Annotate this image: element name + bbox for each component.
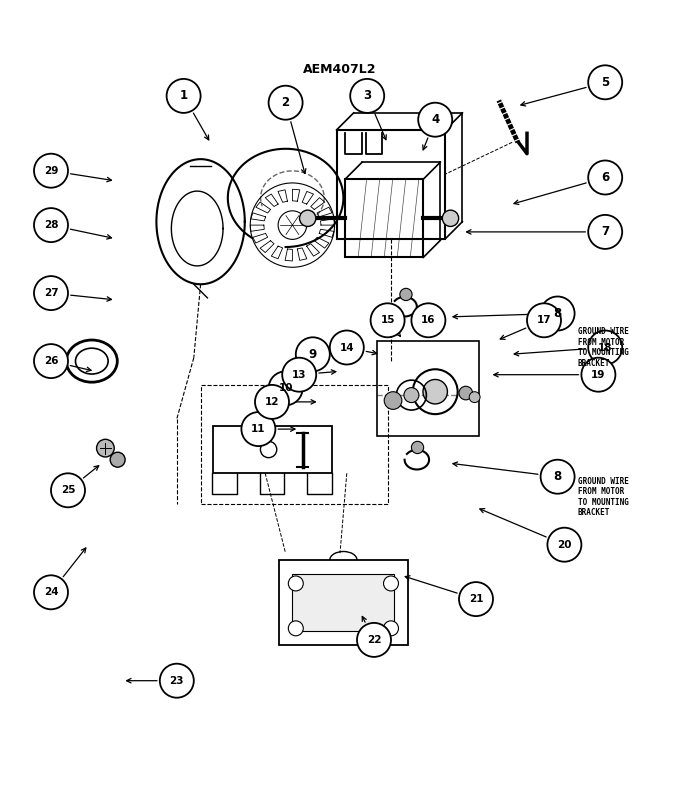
Circle shape <box>296 337 330 371</box>
Text: 1: 1 <box>180 89 188 102</box>
Circle shape <box>34 344 68 378</box>
Text: 5: 5 <box>601 76 609 88</box>
Text: GROUND WIRE
FROM MOTOR
TO MOUNTING
BRACKET: GROUND WIRE FROM MOTOR TO MOUNTING BRACK… <box>578 477 629 517</box>
Circle shape <box>581 358 615 391</box>
Circle shape <box>255 385 289 419</box>
Text: 9: 9 <box>309 347 317 361</box>
Circle shape <box>51 473 85 508</box>
Circle shape <box>384 621 398 636</box>
Text: 4: 4 <box>431 113 439 126</box>
Text: 12: 12 <box>265 397 279 407</box>
Circle shape <box>34 276 68 310</box>
Text: 18: 18 <box>598 343 613 352</box>
Circle shape <box>404 387 419 402</box>
Bar <box>337 130 445 238</box>
Circle shape <box>269 86 303 120</box>
Circle shape <box>384 391 402 410</box>
Circle shape <box>541 460 575 493</box>
Circle shape <box>459 387 473 400</box>
Circle shape <box>97 439 114 457</box>
Text: 20: 20 <box>557 540 572 550</box>
Text: 27: 27 <box>44 288 58 298</box>
Text: 7: 7 <box>601 226 609 238</box>
Text: 15: 15 <box>380 316 395 325</box>
Text: 19: 19 <box>591 370 606 379</box>
Text: GROUND WIRE
FROM MOTOR
TO MOUNTING
BRACKET: GROUND WIRE FROM MOTOR TO MOUNTING BRACK… <box>578 328 629 367</box>
Text: 2: 2 <box>282 96 290 109</box>
Text: 25: 25 <box>61 485 75 495</box>
Text: 22: 22 <box>367 635 381 645</box>
Text: 16: 16 <box>421 316 436 325</box>
Text: 17: 17 <box>537 316 551 325</box>
Circle shape <box>469 391 480 402</box>
Circle shape <box>588 160 622 194</box>
Bar <box>201 385 388 504</box>
Text: 26: 26 <box>44 356 58 366</box>
Bar <box>212 426 332 473</box>
Circle shape <box>278 211 307 239</box>
Circle shape <box>442 210 459 226</box>
Circle shape <box>34 575 68 609</box>
Bar <box>279 560 408 645</box>
Circle shape <box>459 582 493 616</box>
Circle shape <box>400 289 412 300</box>
Circle shape <box>288 621 303 636</box>
Text: 6: 6 <box>601 171 609 184</box>
Circle shape <box>160 664 194 697</box>
Circle shape <box>34 208 68 242</box>
Circle shape <box>588 65 622 100</box>
Circle shape <box>371 304 405 337</box>
Text: 10: 10 <box>278 383 293 393</box>
Circle shape <box>282 358 316 391</box>
Text: 11: 11 <box>251 424 266 434</box>
Text: 3: 3 <box>363 89 371 102</box>
Text: 23: 23 <box>169 676 184 685</box>
Circle shape <box>411 304 445 337</box>
Circle shape <box>167 79 201 113</box>
Text: 14: 14 <box>339 343 354 352</box>
Circle shape <box>384 576 398 591</box>
Circle shape <box>541 296 575 331</box>
Circle shape <box>527 304 561 337</box>
Circle shape <box>330 331 364 364</box>
Circle shape <box>423 379 447 404</box>
Circle shape <box>418 103 452 137</box>
Circle shape <box>547 528 581 562</box>
Bar <box>377 340 479 436</box>
Circle shape <box>411 442 424 453</box>
Circle shape <box>269 371 303 406</box>
Circle shape <box>350 79 384 113</box>
Circle shape <box>288 576 303 591</box>
Circle shape <box>241 412 275 446</box>
Text: 8: 8 <box>554 307 562 320</box>
Bar <box>345 179 423 257</box>
Circle shape <box>34 154 68 188</box>
Circle shape <box>299 210 316 226</box>
Bar <box>292 574 394 631</box>
Text: 29: 29 <box>44 166 58 175</box>
Text: 21: 21 <box>469 594 483 604</box>
Circle shape <box>588 215 622 249</box>
Circle shape <box>110 452 125 467</box>
Circle shape <box>588 331 622 364</box>
Text: AEM407L2: AEM407L2 <box>303 63 377 77</box>
Text: 8: 8 <box>554 470 562 483</box>
Text: 24: 24 <box>44 587 58 597</box>
Circle shape <box>357 623 391 657</box>
Text: 28: 28 <box>44 220 58 230</box>
Text: 13: 13 <box>292 370 307 379</box>
